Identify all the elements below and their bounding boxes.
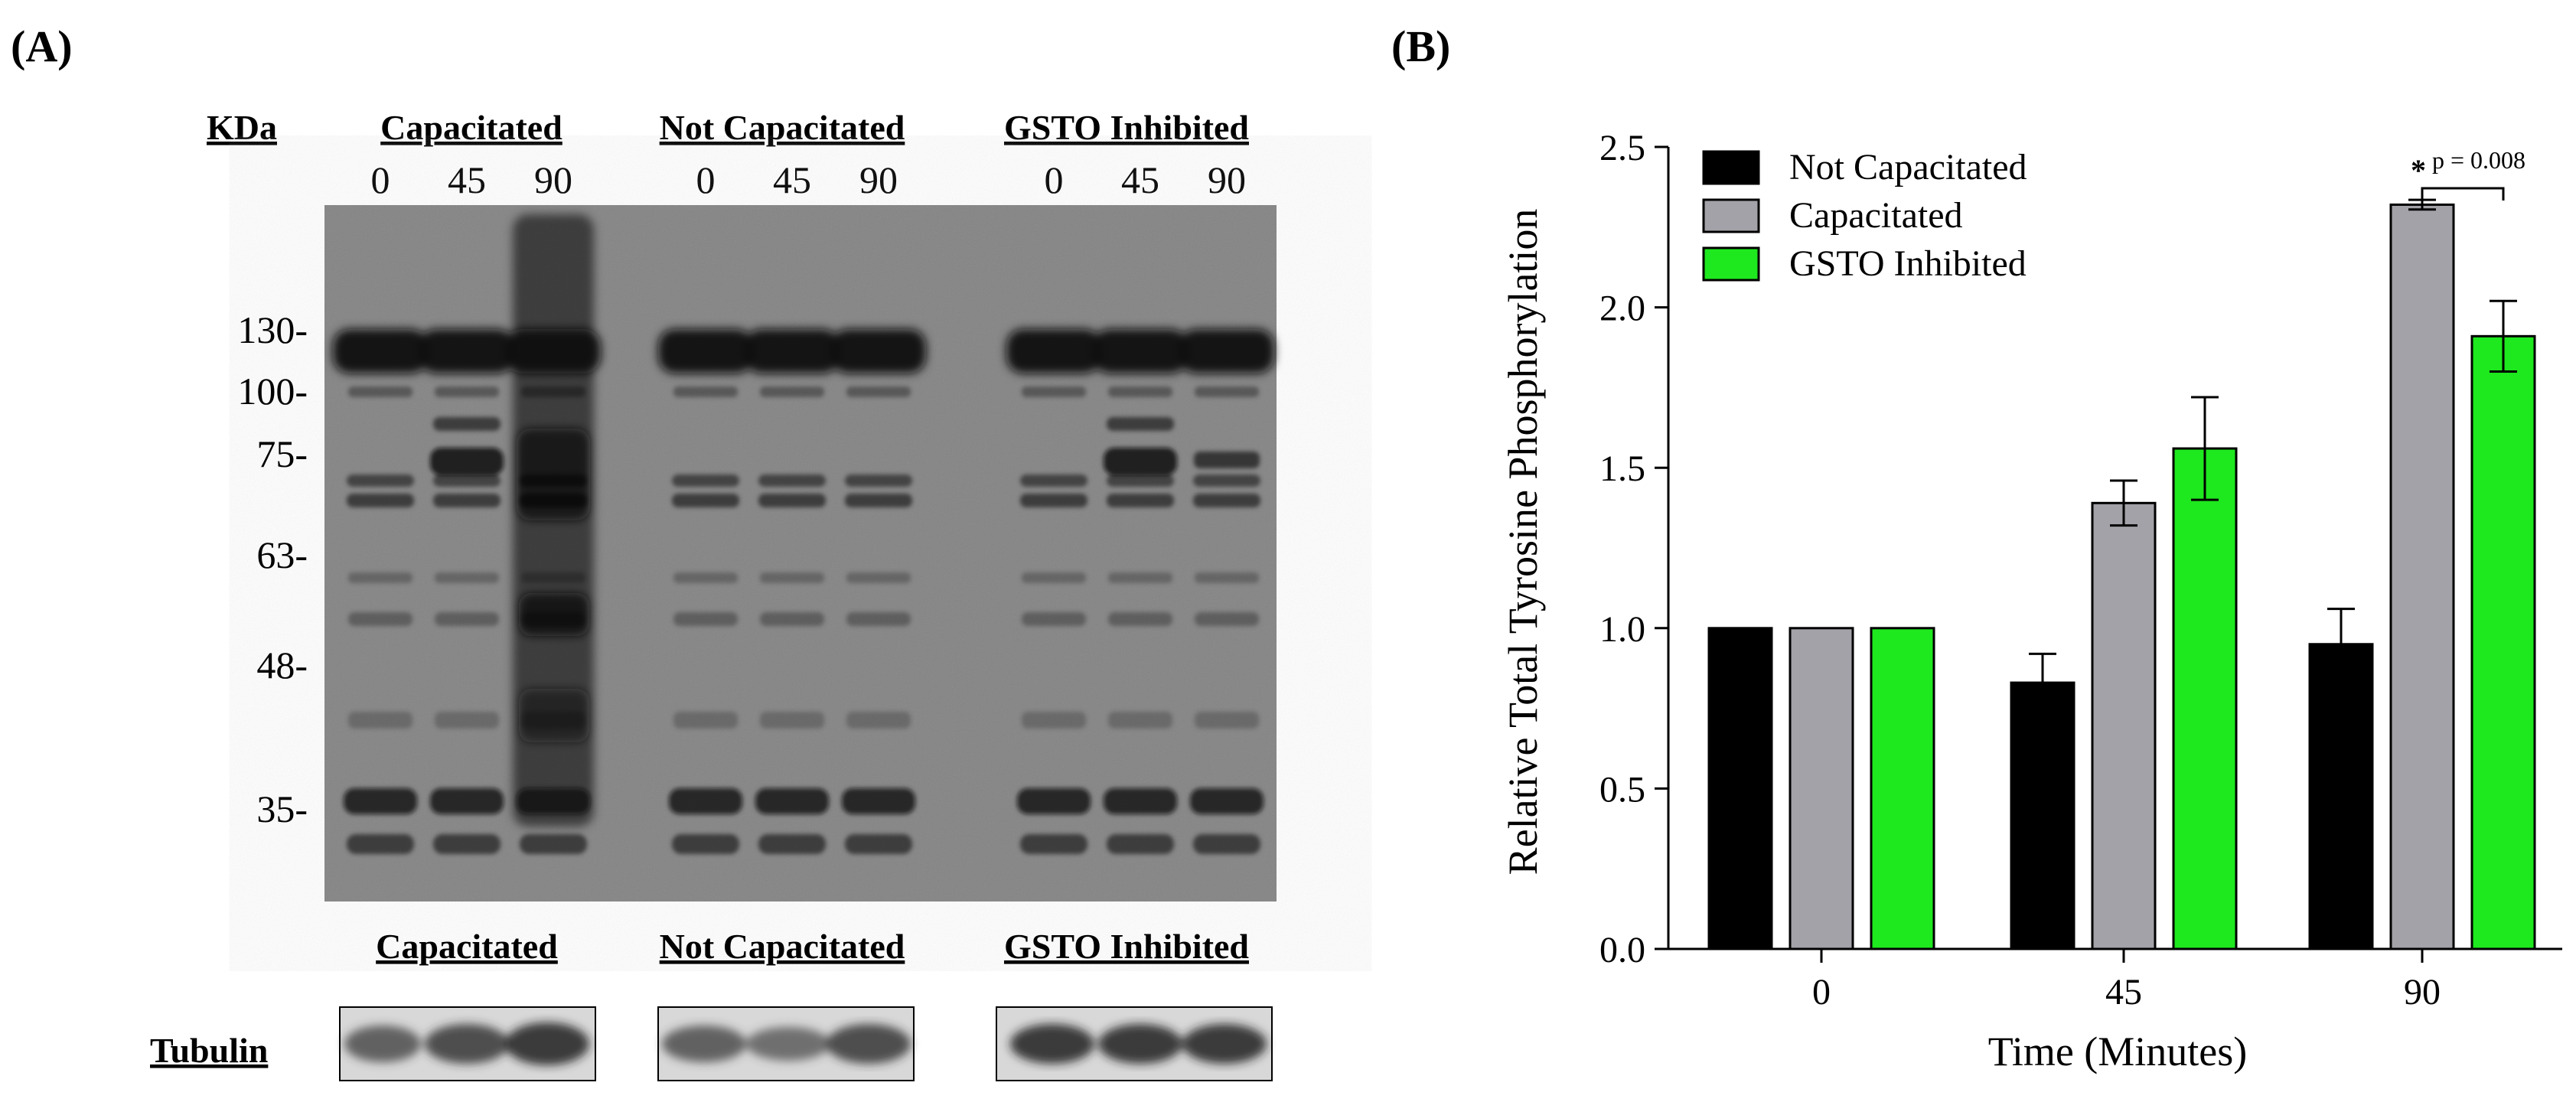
error-bars: [2029, 198, 2517, 713]
lane-label: 45: [1121, 158, 1159, 201]
bar: [2389, 203, 2455, 950]
lane-label: 0: [371, 158, 390, 201]
significance-star: *: [2411, 153, 2426, 187]
lane-label: 0: [1045, 158, 1064, 201]
marker-label: 35-: [256, 787, 308, 830]
lane-label: 90: [859, 158, 898, 201]
tubulin-blot-gsto-inhibited: [996, 1006, 1273, 1081]
legend-swatch: [1702, 150, 1760, 185]
legend-label: Not Capacitated: [1789, 147, 2027, 187]
bar: [1870, 627, 1935, 950]
x-tick-label: 45: [2105, 972, 2142, 1012]
panel-a-label: (A): [11, 21, 73, 71]
error-bar: [2029, 652, 2056, 713]
bar: [2010, 681, 2075, 950]
molecular-weight-markers: 130- 100- 75- 63- 48- 35-: [237, 308, 308, 830]
tubulin-header-capacitated: Capacitated: [376, 927, 558, 966]
tubulin-blot-capacitated: [339, 1006, 596, 1081]
legend-label: Capacitated: [1789, 195, 1963, 236]
group-header-capacitated: Capacitated: [380, 108, 562, 147]
significance-bracket: [2421, 187, 2505, 201]
marker-label: 100-: [237, 370, 308, 412]
kda-label: KDa: [207, 108, 277, 147]
bar: [1707, 627, 1773, 950]
lane-label: 90: [1208, 158, 1246, 201]
tubulin-header-not-capacitated: Not Capacitated: [660, 927, 905, 966]
legend-label: GSTO Inhibited: [1789, 243, 2027, 284]
error-bar: [2490, 299, 2517, 373]
legend: Not Capacitated Capacitated GSTO Inhibited: [1702, 147, 2027, 284]
lane-labels: 0 45 90 0 45 90 0 45 90: [371, 158, 1247, 201]
error-bar: [2327, 608, 2355, 681]
marker-label: 75-: [256, 432, 308, 475]
y-tick-label: 2.5: [1599, 128, 1645, 168]
y-axis-title: Relative Total Tyrosine Phosphorylation: [1500, 209, 1546, 875]
bar: [2091, 501, 2157, 950]
tubulin-group-headers: Capacitated Not Capacitated GSTO Inhibit…: [376, 927, 1249, 966]
bar: [2172, 447, 2238, 950]
error-bar: [2191, 396, 2219, 501]
marker-label: 48-: [256, 644, 308, 686]
y-tick-label: 1.5: [1599, 448, 1645, 489]
p-value-label: p = 0.008: [2432, 146, 2525, 174]
significance-annotation: * p = 0.008: [2411, 146, 2525, 201]
bar-series: [1707, 203, 2536, 950]
x-axis: 0 45 90: [1668, 947, 2562, 1012]
error-bar: [2110, 479, 2137, 527]
marker-label: 130-: [237, 308, 308, 351]
x-tick-label: 90: [2404, 972, 2441, 1012]
tubulin-header-gsto-inhibited: GSTO Inhibited: [1004, 927, 1249, 966]
y-tick-label: 0.0: [1599, 930, 1645, 970]
marker-label: 63-: [256, 533, 308, 576]
bar: [2470, 334, 2536, 950]
lane-label: 45: [448, 158, 486, 201]
lane-label: 90: [534, 158, 572, 201]
blot-group-headers: Capacitated Not Capacitated GSTO Inhibit…: [380, 108, 1249, 147]
y-axis: 0.0 0.5 1.0 1.5 2.0 2.5: [1599, 128, 1670, 970]
bar: [2308, 643, 2374, 950]
y-tick-label: 1.0: [1599, 609, 1645, 650]
bar: [1789, 627, 1854, 950]
legend-swatch: [1702, 246, 1760, 282]
tubulin-label: Tubulin: [150, 1031, 268, 1070]
lane-label: 0: [696, 158, 716, 201]
y-tick-label: 0.5: [1599, 769, 1645, 810]
lane-label: 45: [773, 158, 811, 201]
tubulin-blot-not-capacitated: [657, 1006, 915, 1081]
group-header-gsto-inhibited: GSTO Inhibited: [1004, 108, 1249, 147]
y-tick-label: 2.0: [1599, 289, 1645, 329]
legend-swatch: [1702, 198, 1760, 233]
x-tick-label: 0: [1812, 972, 1831, 1012]
x-axis-title: Time (Minutes): [1988, 1029, 2248, 1074]
bar-chart: 0.0 0.5 1.0 1.5 2.0 2.5 0 45 90 Not Capacitated…: [1500, 128, 2562, 1074]
western-blot-image: [324, 205, 1277, 901]
panel-b-label: (B): [1391, 21, 1450, 71]
tubulin-blot-images: [339, 1006, 1273, 1081]
group-header-not-capacitated: Not Capacitated: [660, 108, 905, 147]
